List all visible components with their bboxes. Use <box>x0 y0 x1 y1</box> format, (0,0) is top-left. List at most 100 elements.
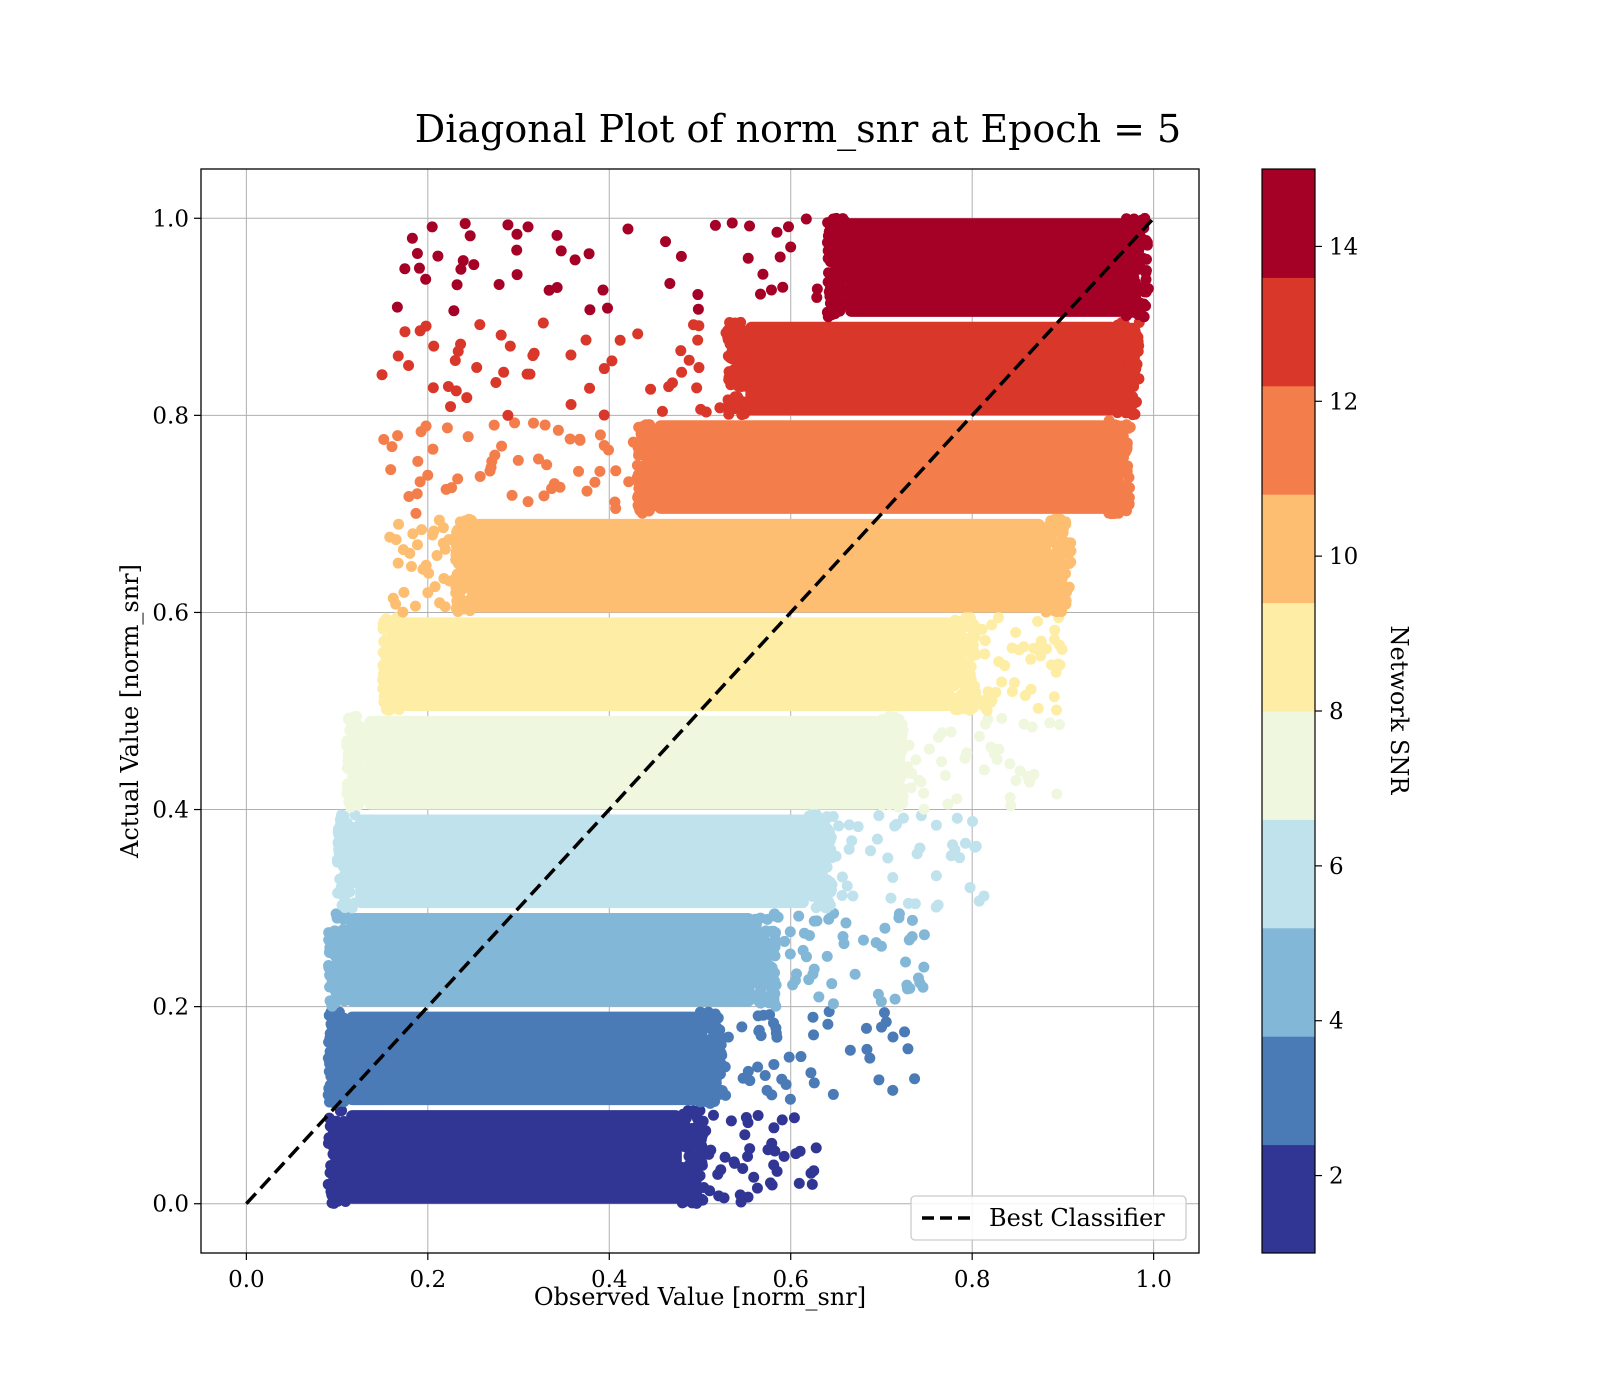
data-point <box>954 852 966 864</box>
data-point <box>864 1052 876 1064</box>
data-point <box>757 959 769 971</box>
data-point <box>474 470 486 482</box>
data-point <box>805 1067 817 1079</box>
data-point <box>813 831 825 843</box>
data-point <box>1132 336 1144 348</box>
data-point <box>323 934 335 946</box>
data-point <box>1022 772 1034 784</box>
data-point <box>704 1034 716 1046</box>
data-point <box>771 1031 783 1043</box>
data-point <box>1050 704 1062 716</box>
data-point <box>527 417 539 429</box>
data-point <box>420 420 432 432</box>
data-point <box>723 398 735 410</box>
data-point <box>339 902 351 914</box>
data-point <box>675 345 687 357</box>
data-point <box>345 845 357 857</box>
data-point <box>647 444 659 456</box>
data-point <box>768 993 780 1005</box>
data-point <box>392 430 404 442</box>
data-point <box>784 948 796 960</box>
data-point <box>387 637 399 649</box>
data-point <box>392 350 404 362</box>
data-point <box>794 1145 806 1157</box>
data-point <box>324 1096 336 1108</box>
data-point <box>793 910 805 922</box>
data-point <box>736 409 748 421</box>
data-point <box>718 1192 730 1204</box>
data-point <box>411 488 423 500</box>
data-point <box>1044 717 1056 729</box>
colorbar-segment <box>1262 277 1315 387</box>
legend: Best Classifier <box>910 1195 1187 1241</box>
data-point <box>541 459 553 471</box>
data-point <box>730 338 742 350</box>
data-point <box>945 850 957 862</box>
data-point <box>772 911 784 923</box>
data-point <box>677 1108 689 1120</box>
data-point <box>686 1177 698 1189</box>
data-point <box>833 257 845 269</box>
data-point <box>522 496 534 508</box>
data-point <box>1140 274 1152 286</box>
data-point <box>416 524 428 536</box>
data-point <box>385 464 397 476</box>
data-point <box>723 408 735 420</box>
data-point <box>831 298 843 310</box>
data-point <box>351 758 363 770</box>
x-tick-label: 0.0 <box>228 1267 265 1293</box>
data-point <box>709 1008 721 1020</box>
data-point <box>843 819 855 831</box>
data-point <box>788 1112 800 1124</box>
data-point <box>352 777 364 789</box>
data-point <box>597 284 609 296</box>
data-point <box>376 369 388 381</box>
data-point <box>936 756 948 768</box>
data-point <box>757 932 769 944</box>
data-point <box>546 483 558 495</box>
data-point <box>471 362 483 374</box>
data-point <box>584 304 596 316</box>
data-point <box>336 1105 348 1117</box>
data-point <box>551 229 563 241</box>
data-point <box>744 1075 756 1087</box>
legend-label: Best Classifier <box>989 1204 1165 1232</box>
data-point <box>725 1115 737 1127</box>
band-core <box>364 715 882 810</box>
data-point <box>901 979 913 991</box>
data-point <box>610 502 622 514</box>
data-point <box>806 1178 818 1190</box>
data-point <box>1049 604 1061 616</box>
data-point <box>327 1031 339 1043</box>
data-point <box>830 850 842 862</box>
band-core <box>845 218 1127 317</box>
data-point <box>340 1174 352 1186</box>
data-point <box>731 391 743 403</box>
data-point <box>676 366 688 378</box>
y-tick-label: 0.4 <box>152 798 189 824</box>
data-point <box>791 968 803 980</box>
data-point <box>909 898 921 910</box>
data-point <box>784 926 796 938</box>
data-point <box>964 882 976 894</box>
data-point <box>527 350 539 362</box>
data-point <box>892 801 904 813</box>
data-point <box>1056 643 1068 655</box>
data-point <box>461 392 473 404</box>
data-point <box>333 843 345 855</box>
data-point <box>677 1125 689 1137</box>
data-point <box>771 226 783 238</box>
data-point <box>502 409 514 421</box>
data-point <box>581 485 593 497</box>
data-point <box>819 820 831 832</box>
data-point <box>1111 475 1123 487</box>
data-point <box>1120 292 1132 304</box>
data-point <box>537 317 549 329</box>
data-point <box>464 230 476 242</box>
data-point <box>1102 461 1114 473</box>
data-point <box>1063 557 1075 569</box>
data-point <box>543 284 555 296</box>
data-point <box>334 1127 346 1139</box>
data-point <box>900 956 912 968</box>
